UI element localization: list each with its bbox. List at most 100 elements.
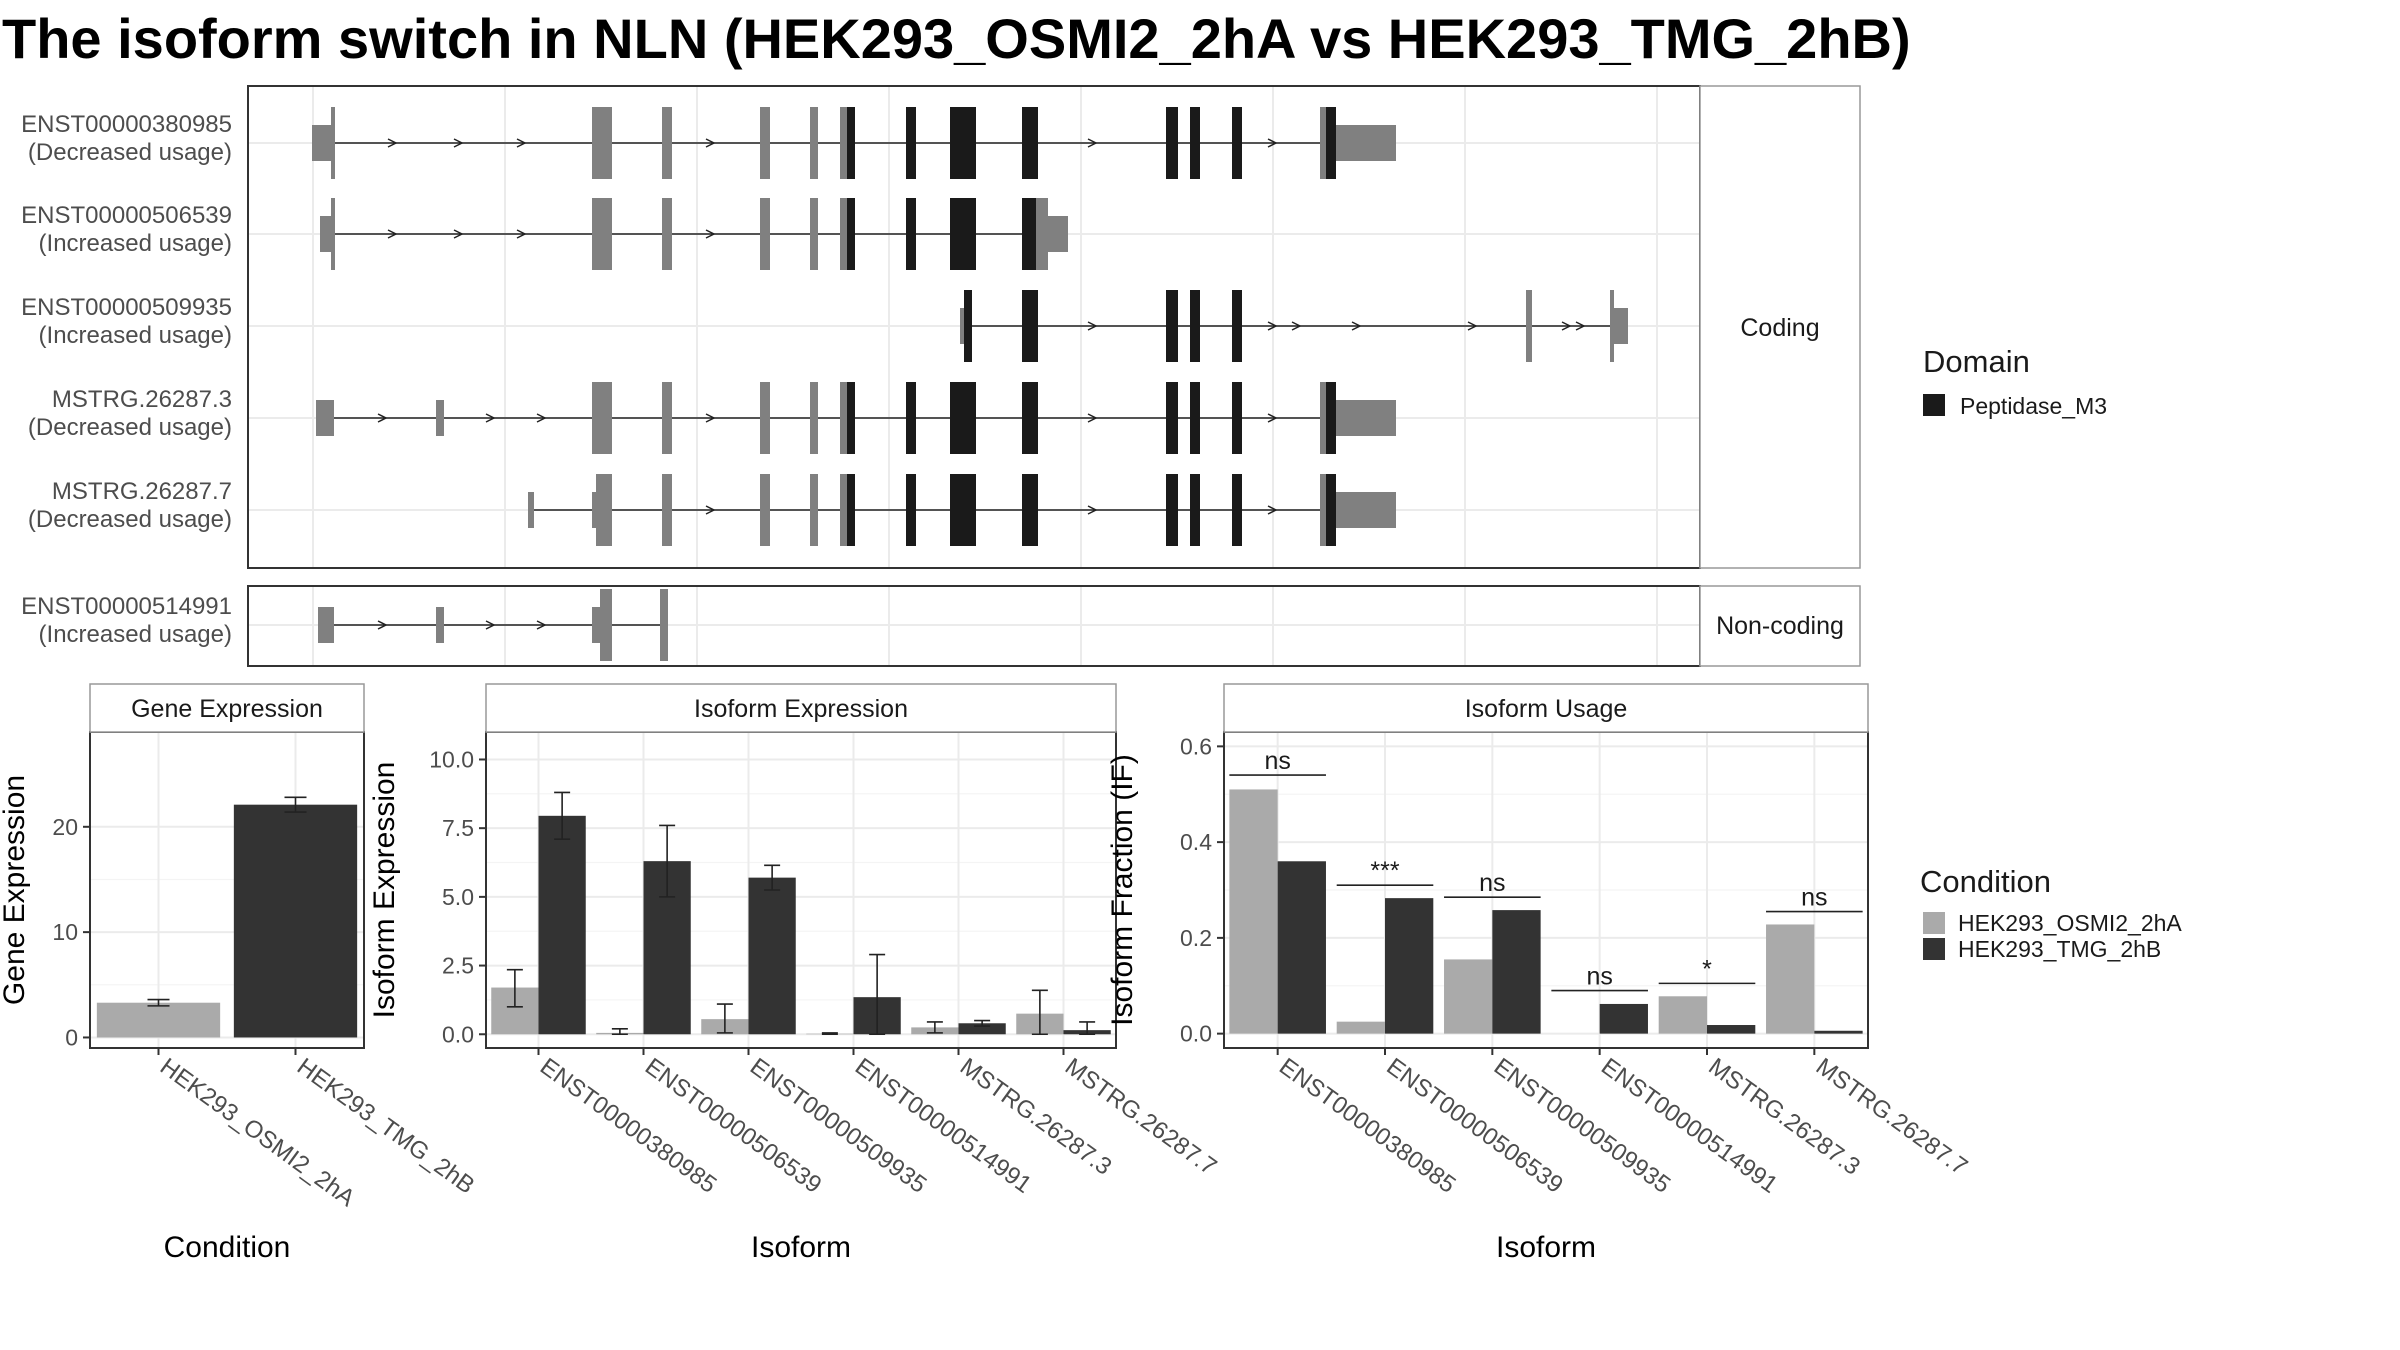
- condition-legend-title: Condition: [1920, 864, 2051, 899]
- intron-arrow: [705, 505, 716, 515]
- bar: [748, 877, 796, 1035]
- intron-arrow: [536, 413, 547, 423]
- y-tick-label: 0.2: [1180, 925, 1212, 951]
- domain-exon: [1326, 474, 1336, 546]
- exon: [592, 198, 612, 270]
- domain-exon: [1232, 290, 1242, 362]
- bar: [1707, 1025, 1756, 1034]
- chart-panel-title: Isoform Usage: [1465, 695, 1628, 723]
- exon: [320, 216, 332, 252]
- exon: [840, 382, 848, 454]
- x-tick-label: ENST00000506539: [1381, 1053, 1567, 1199]
- exon: [662, 474, 672, 546]
- domain-exon: [906, 474, 916, 546]
- y-tick-label: 0.4: [1180, 829, 1212, 855]
- exon: [1336, 492, 1396, 528]
- intron-arrow: [1467, 321, 1478, 331]
- exon: [810, 474, 818, 546]
- facet-strip-coding: [1699, 85, 1861, 569]
- x-tick-label: ENST00000514991: [1596, 1053, 1782, 1199]
- transcript-id-label: ENST00000514991: [21, 593, 232, 620]
- figure-title: The isoform switch in NLN (HEK293_OSMI2_…: [2, 7, 1911, 70]
- exon: [312, 125, 334, 161]
- intron-arrow: [377, 620, 388, 630]
- exon: [316, 400, 334, 436]
- bar: [1814, 1030, 1863, 1034]
- intron-arrow: [453, 138, 464, 148]
- bar: [1658, 996, 1707, 1034]
- x-tick-label: ENST00000509935: [745, 1053, 931, 1199]
- y-tick-label: 5.0: [442, 884, 474, 910]
- y-tick-label: 2.5: [442, 953, 474, 979]
- transcript-usage-label: (Decreased usage): [28, 506, 232, 533]
- intron-arrow: [705, 138, 716, 148]
- domain-exon: [1022, 474, 1038, 546]
- domain-exon: [847, 474, 855, 546]
- bar: [233, 804, 358, 1038]
- significance-label: ns: [1479, 869, 1505, 897]
- condition-legend-swatch: [1923, 938, 1945, 960]
- bar: [1277, 861, 1326, 1034]
- chart-strip: [89, 683, 365, 733]
- intron-arrow: [705, 229, 716, 239]
- intron-arrow: [516, 138, 527, 148]
- exon: [662, 198, 672, 270]
- y-tick-label: 10.0: [429, 746, 474, 772]
- chart-panel-title: Gene Expression: [131, 695, 323, 723]
- exon: [592, 492, 596, 528]
- bar: [1336, 1021, 1385, 1034]
- intron-arrow: [1561, 321, 1572, 331]
- intron-arrow: [1087, 413, 1098, 423]
- intron-arrow: [1351, 321, 1362, 331]
- exon: [1036, 198, 1048, 270]
- exon: [1336, 400, 1396, 436]
- domain-exon: [1232, 107, 1242, 179]
- domain-exon: [950, 198, 976, 270]
- domain-exon: [1190, 290, 1200, 362]
- intron-arrow: [1575, 321, 1586, 331]
- domain-exon: [1166, 290, 1178, 362]
- y-tick-label: 20: [52, 814, 78, 840]
- exon: [840, 107, 848, 179]
- domain-exon: [1022, 198, 1038, 270]
- exon: [760, 107, 770, 179]
- exon: [960, 308, 966, 344]
- transcript-usage-label: (Increased usage): [39, 621, 232, 648]
- significance-label: *: [1702, 955, 1712, 983]
- domain-exon: [1232, 474, 1242, 546]
- exon: [662, 107, 672, 179]
- chart-panel-title: Isoform Expression: [694, 695, 908, 723]
- intron-arrow: [485, 413, 496, 423]
- exon: [840, 198, 848, 270]
- exon: [810, 107, 818, 179]
- bar: [1766, 924, 1815, 1034]
- y-tick-label: 0.6: [1180, 733, 1212, 759]
- exon: [592, 107, 612, 179]
- facet-label-noncoding: Non-coding: [1716, 612, 1844, 640]
- exon: [596, 474, 612, 546]
- transcript-usage-label: (Decreased usage): [28, 139, 232, 166]
- intron-arrow: [387, 138, 398, 148]
- significance-label: ns: [1586, 963, 1612, 991]
- exon: [331, 107, 335, 179]
- domain-exon: [1166, 474, 1178, 546]
- exon: [1336, 125, 1396, 161]
- exon: [528, 492, 534, 528]
- domain-exon: [1022, 107, 1038, 179]
- transcript-usage-label: (Increased usage): [39, 322, 232, 349]
- domain-exon: [906, 382, 916, 454]
- domain-exon: [906, 198, 916, 270]
- exon: [318, 607, 334, 643]
- intron-arrow: [1087, 138, 1098, 148]
- domain-exon: [1190, 474, 1200, 546]
- transcript-id-label: ENST00000380985: [21, 111, 232, 138]
- significance-label: ns: [1264, 747, 1290, 775]
- exon: [1610, 290, 1614, 362]
- exon: [660, 589, 668, 661]
- exon: [436, 400, 444, 436]
- exon: [1320, 474, 1328, 546]
- intron-arrow: [1087, 505, 1098, 515]
- exon: [1526, 290, 1532, 362]
- domain-exon: [1232, 382, 1242, 454]
